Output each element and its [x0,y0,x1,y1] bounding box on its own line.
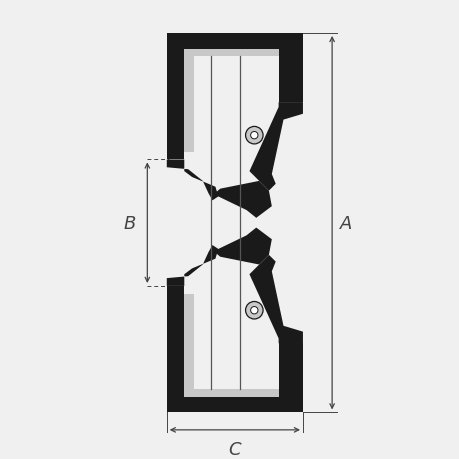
Circle shape [250,132,257,140]
Polygon shape [278,50,302,103]
Polygon shape [184,294,194,397]
Polygon shape [167,34,184,160]
Polygon shape [249,103,302,191]
Polygon shape [249,255,302,343]
Circle shape [250,307,257,314]
Circle shape [245,127,263,145]
Polygon shape [167,160,218,201]
Polygon shape [278,343,302,397]
Text: C: C [228,440,241,458]
Polygon shape [214,181,271,218]
Circle shape [245,302,263,319]
Polygon shape [214,228,271,265]
Text: B: B [123,214,135,232]
Polygon shape [184,389,278,397]
Polygon shape [184,50,278,57]
Polygon shape [184,50,194,152]
Polygon shape [167,246,218,286]
Polygon shape [167,397,302,413]
Polygon shape [167,286,184,413]
Polygon shape [167,34,302,50]
Text: A: A [339,214,352,232]
